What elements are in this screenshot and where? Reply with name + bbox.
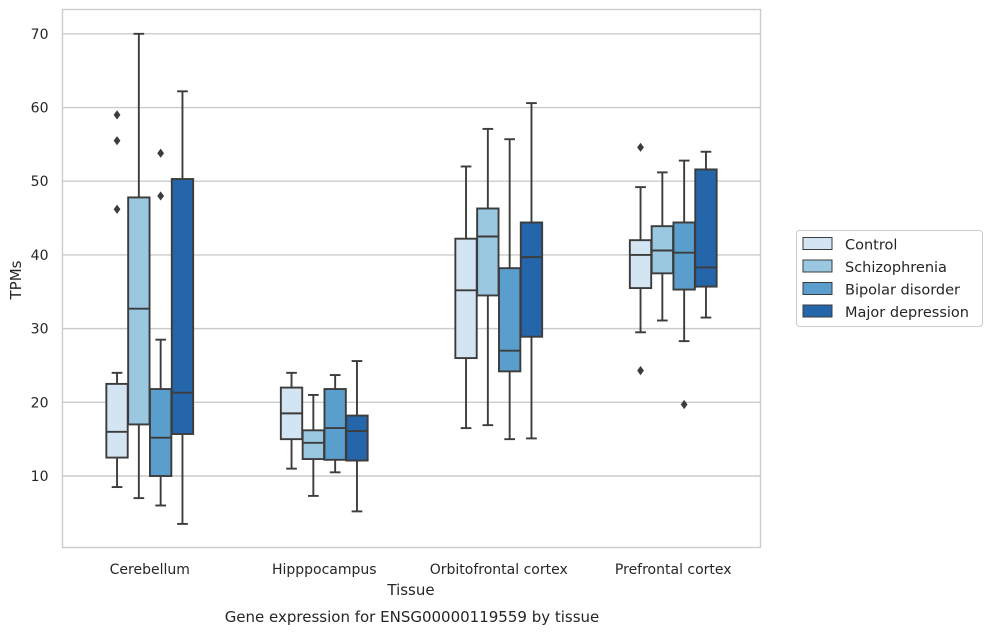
outlier-point-1 [637, 142, 644, 152]
box-body [694, 168, 718, 288]
y-tick-label-20: 20 [31, 395, 49, 411]
legend: Control Schizophrenia Bipolar disorder Majo… [796, 230, 983, 327]
x-tick-label-0: Cerebellum [110, 562, 190, 578]
plot-frame [61, 8, 762, 549]
box-2-0 [454, 165, 478, 430]
x-tick-labels: Cerebellum Hipppocampus Orbitofrontal cort… [110, 562, 732, 578]
outlier-point-0 [113, 204, 121, 214]
legend-swatch-3 [802, 304, 833, 318]
legend-swatch-2 [802, 282, 833, 295]
box-body [519, 221, 544, 338]
y-tick-label-70: 70 [31, 27, 49, 43]
box-3-1 [650, 171, 674, 322]
outlier-point-1 [157, 148, 165, 158]
legend-swatch-1 [802, 259, 833, 273]
x-tick-label-2: Orbitofrontal cortex [430, 562, 568, 578]
y-tick-labels: 10 20 30 40 50 60 70 [31, 27, 49, 485]
box-body [149, 388, 173, 477]
box-body [323, 388, 347, 461]
box-0-0 [105, 110, 129, 489]
chart-caption: Gene expression for ENSG00000119559 by t… [225, 608, 600, 626]
box-0-3 [170, 90, 195, 525]
x-axis-label: Tissue [386, 581, 434, 599]
box-1-1 [301, 393, 325, 497]
outlier-point-2 [113, 110, 121, 120]
outlier-point-0 [680, 399, 688, 410]
box-0-2 [149, 148, 173, 507]
plot-area [105, 32, 718, 525]
y-axis-label: TPMs [7, 260, 25, 300]
outlier-point-0 [157, 191, 165, 201]
box-3-0 [628, 142, 653, 376]
legend-label-3: Major depression [845, 305, 969, 321]
legend-label-1: Schizophrenia [845, 260, 947, 276]
box-body [105, 382, 129, 459]
legend-frame [796, 230, 983, 327]
y-tick-label-40: 40 [31, 248, 49, 264]
legend-label-2: Bipolar disorder [845, 283, 960, 299]
outlier-point-1 [113, 136, 121, 146]
y-tick-label-10: 10 [31, 469, 49, 485]
box-body [301, 429, 325, 461]
y-tick-label-50: 50 [31, 174, 49, 190]
box-body [127, 196, 151, 426]
box-body [170, 178, 195, 435]
box-2-1 [476, 127, 500, 427]
box-3-2 [672, 159, 696, 410]
y-tick-label-30: 30 [31, 322, 49, 338]
y-tick-label-60: 60 [31, 101, 49, 117]
x-tick-label-1: Hipppocampus [272, 562, 377, 578]
box-body [498, 267, 522, 373]
box-3-3 [694, 150, 718, 319]
box-body [345, 414, 369, 462]
box-0-1 [127, 32, 151, 500]
legend-swatch-0 [802, 237, 833, 250]
x-tick-label-3: Prefrontal cortex [615, 562, 732, 578]
box-body [476, 207, 500, 297]
box-body [628, 239, 653, 290]
box-body [454, 237, 478, 360]
box-2-3 [519, 102, 544, 440]
legend-label-0: Control [845, 238, 897, 254]
box-1-0 [279, 371, 304, 470]
box-1-3 [345, 360, 369, 513]
box-body [672, 221, 696, 291]
box-1-2 [323, 374, 347, 474]
outlier-point-0 [637, 366, 644, 376]
box-2-2 [498, 138, 522, 441]
